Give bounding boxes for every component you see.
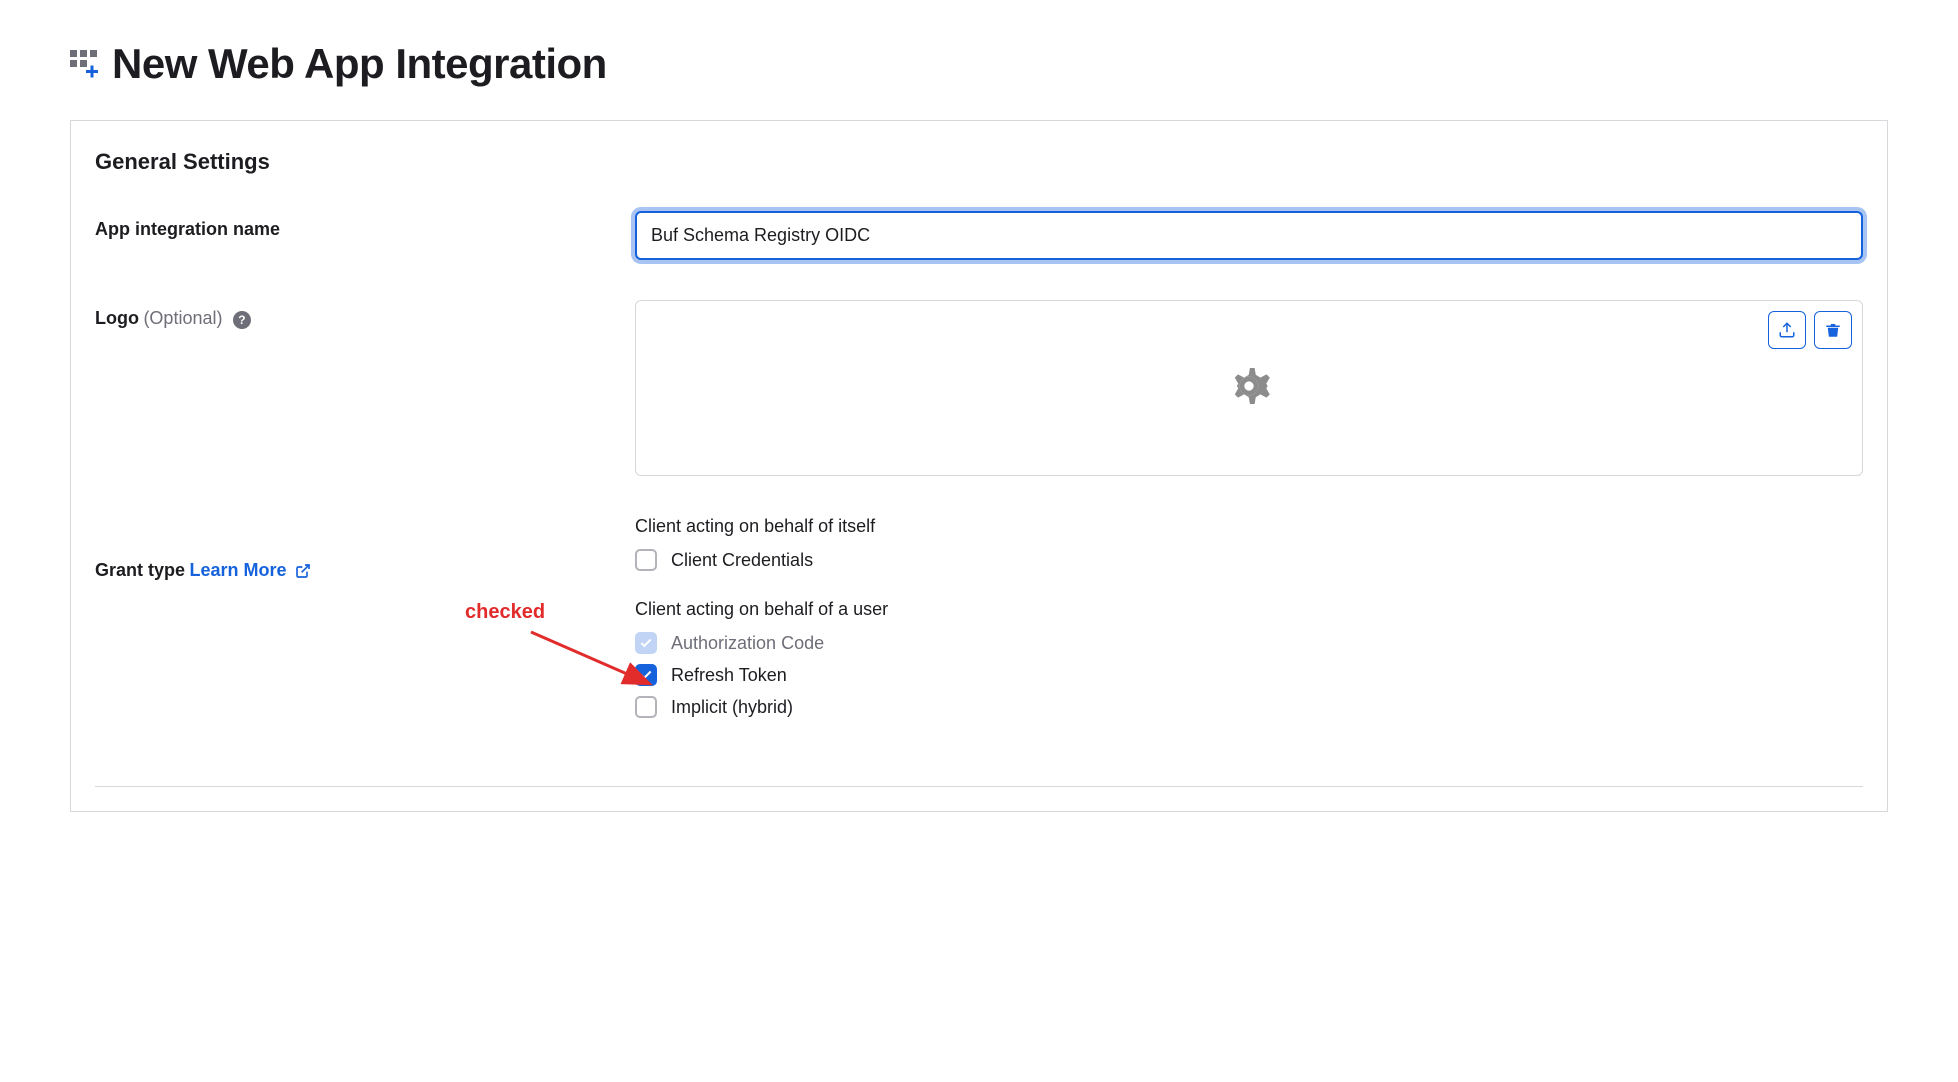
settings-panel: General Settings App integration name Lo… (70, 120, 1888, 812)
help-icon[interactable]: ? (233, 311, 251, 329)
grant-group-self: Client acting on behalf of itself Client… (635, 516, 1863, 571)
learn-more-text: Learn More (189, 560, 286, 581)
grant-group-user-title: Client acting on behalf of a user (635, 599, 1863, 620)
gear-icon (1221, 358, 1277, 419)
form-row-logo: Logo (Optional) ? (95, 300, 1863, 476)
app-name-input[interactable] (635, 211, 1863, 260)
page-header: New Web App Integration (70, 40, 1888, 88)
logo-upload-area[interactable] (635, 300, 1863, 476)
grant-group-user: Client acting on behalf of a user Author… (635, 599, 1863, 718)
checkbox-row-authorization-code: Authorization Code (635, 632, 1863, 654)
app-name-label: App integration name (95, 219, 280, 239)
checkbox-label-refresh-token: Refresh Token (671, 665, 787, 686)
checkbox-row-refresh-token[interactable]: Refresh Token (635, 664, 1863, 686)
grant-type-label: Grant type (95, 560, 185, 580)
external-link-icon (295, 563, 311, 579)
page-title: New Web App Integration (112, 40, 607, 88)
checkbox-row-implicit[interactable]: Implicit (hybrid) (635, 696, 1863, 718)
upload-icon (1778, 321, 1796, 339)
checkbox-label-implicit: Implicit (hybrid) (671, 697, 793, 718)
grant-group-self-title: Client acting on behalf of itself (635, 516, 1863, 537)
logo-optional-text: (Optional) (143, 308, 222, 328)
logo-label: Logo (95, 308, 139, 328)
checkbox-implicit[interactable] (635, 696, 657, 718)
checkbox-refresh-token[interactable] (635, 664, 657, 686)
checkbox-label-client-credentials: Client Credentials (671, 550, 813, 571)
checkbox-authorization-code (635, 632, 657, 654)
checkbox-label-authorization-code: Authorization Code (671, 633, 824, 654)
upload-logo-button[interactable] (1768, 311, 1806, 349)
panel-title: General Settings (95, 149, 1863, 175)
check-icon (639, 636, 653, 650)
trash-icon (1824, 321, 1842, 339)
form-row-app-name: App integration name (95, 211, 1863, 260)
checkbox-client-credentials[interactable] (635, 549, 657, 571)
apps-add-icon (70, 50, 98, 78)
check-icon (639, 668, 653, 682)
learn-more-link[interactable]: Learn More (189, 560, 310, 581)
form-row-grant-type: checked Grant type Learn More (95, 516, 1863, 746)
checkbox-row-client-credentials[interactable]: Client Credentials (635, 549, 1863, 571)
section-divider (95, 786, 1863, 787)
delete-logo-button[interactable] (1814, 311, 1852, 349)
